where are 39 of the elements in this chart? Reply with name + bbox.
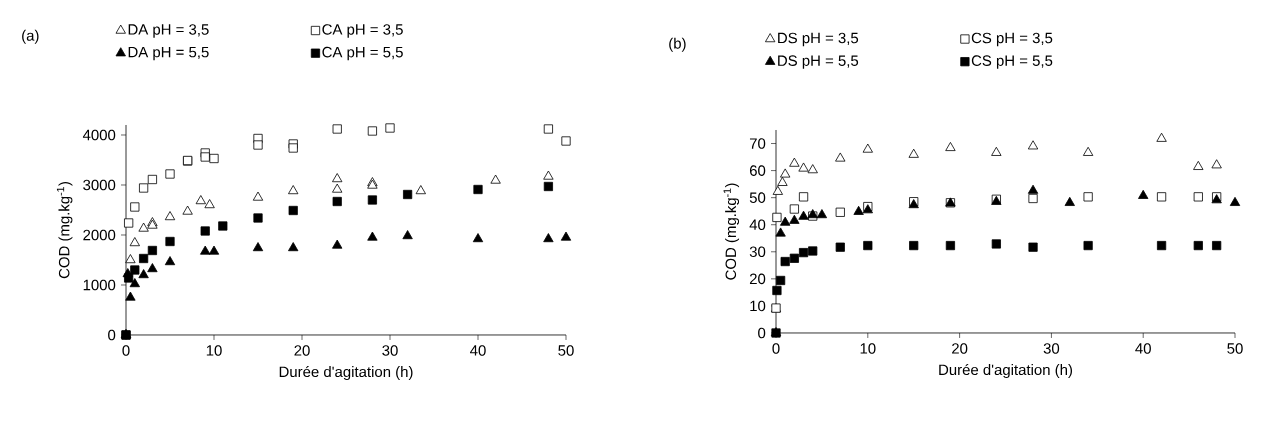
x-tick-label: 50 xyxy=(1227,343,1243,354)
x-tick-label: 40 xyxy=(1135,343,1151,354)
y-tick-label: 60 xyxy=(749,165,766,176)
x-tick-label: 30 xyxy=(382,345,398,356)
legend-label: DS pH = 3,5 xyxy=(778,32,859,47)
y-tick-label: 20 xyxy=(749,273,766,285)
y-tick-label: 50 xyxy=(749,192,766,203)
text: (a) xyxy=(22,29,39,44)
y-tick-label: 2000 xyxy=(83,229,116,241)
legend-label: CS pH = 5,5 xyxy=(971,55,1053,69)
y-axis-title: COD (mg.kg$^{-1}$) xyxy=(723,183,740,280)
legend-label: CA pH = 5,5 xyxy=(322,46,403,61)
text: (b) xyxy=(669,37,686,52)
legend-label: CA pH = 3,5 xyxy=(322,24,403,38)
x-axis-title: Durée d'agitation (h) xyxy=(279,365,413,380)
x-tick-label: 20 xyxy=(294,345,310,356)
y-tick-label: 1000 xyxy=(83,279,116,291)
y-axis-title: COD (mg.kg$^{-1}$) xyxy=(56,182,73,279)
y-tick-label: 0 xyxy=(758,327,766,339)
x-tick-label: 30 xyxy=(1043,343,1060,354)
legend-label: DA pH = 3,5 xyxy=(128,24,209,38)
y-tick-label: 30 xyxy=(749,246,766,258)
x-tick-label: 40 xyxy=(470,345,486,356)
x-tick-label: 0 xyxy=(122,345,130,356)
y-tick-label: 10 xyxy=(750,300,766,312)
x-axis-title: Durée d'agitation (h) xyxy=(939,363,1073,378)
y-tick-label: 4000 xyxy=(82,129,116,141)
x-tick-label: 20 xyxy=(952,343,968,354)
x-tick-label: 10 xyxy=(206,345,222,356)
x-tick-label: 50 xyxy=(558,345,574,356)
legend-label: DA pH = 5,5 xyxy=(128,46,209,61)
y-tick-label: 40 xyxy=(749,219,766,231)
x-tick-label: 10 xyxy=(860,343,876,354)
legend-label: DS pH = 5,5 xyxy=(778,55,859,69)
y-tick-label: 0 xyxy=(108,329,116,341)
y-tick-label: 70 xyxy=(749,138,766,149)
legend-label: CS pH = 3,5 xyxy=(971,32,1053,47)
y-tick-label: 3000 xyxy=(83,179,116,191)
x-tick-label: 0 xyxy=(772,343,780,354)
